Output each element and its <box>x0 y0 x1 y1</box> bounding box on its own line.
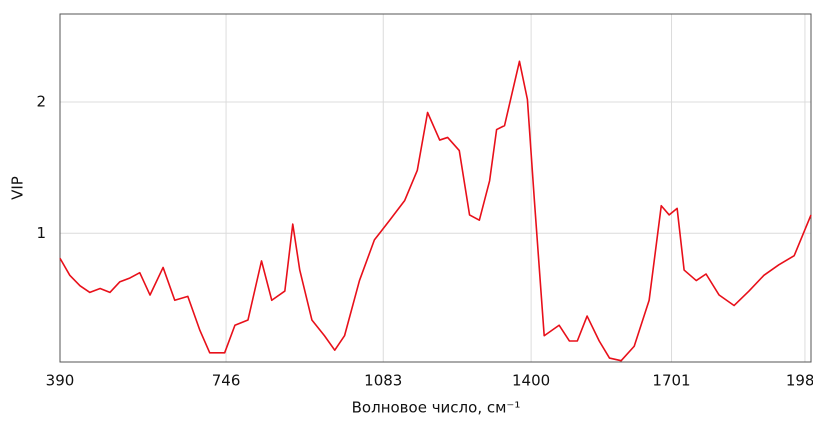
plot-frame <box>59 13 812 363</box>
y-axis-label: VIP <box>9 176 27 200</box>
x-tick-label: 1400 <box>512 372 550 390</box>
x-tick-label: 1987 <box>786 372 813 390</box>
x-axis-label: Волновое число, см⁻¹ <box>352 399 521 417</box>
y-tick-label: 2 <box>36 92 46 110</box>
x-tick-label: 746 <box>212 372 241 390</box>
y-tick-label: 1 <box>36 224 46 242</box>
x-tick-label: 390 <box>46 372 75 390</box>
data-line <box>59 60 812 362</box>
x-tick-label: 1083 <box>364 372 402 390</box>
x-tick-label: 1701 <box>652 372 690 390</box>
